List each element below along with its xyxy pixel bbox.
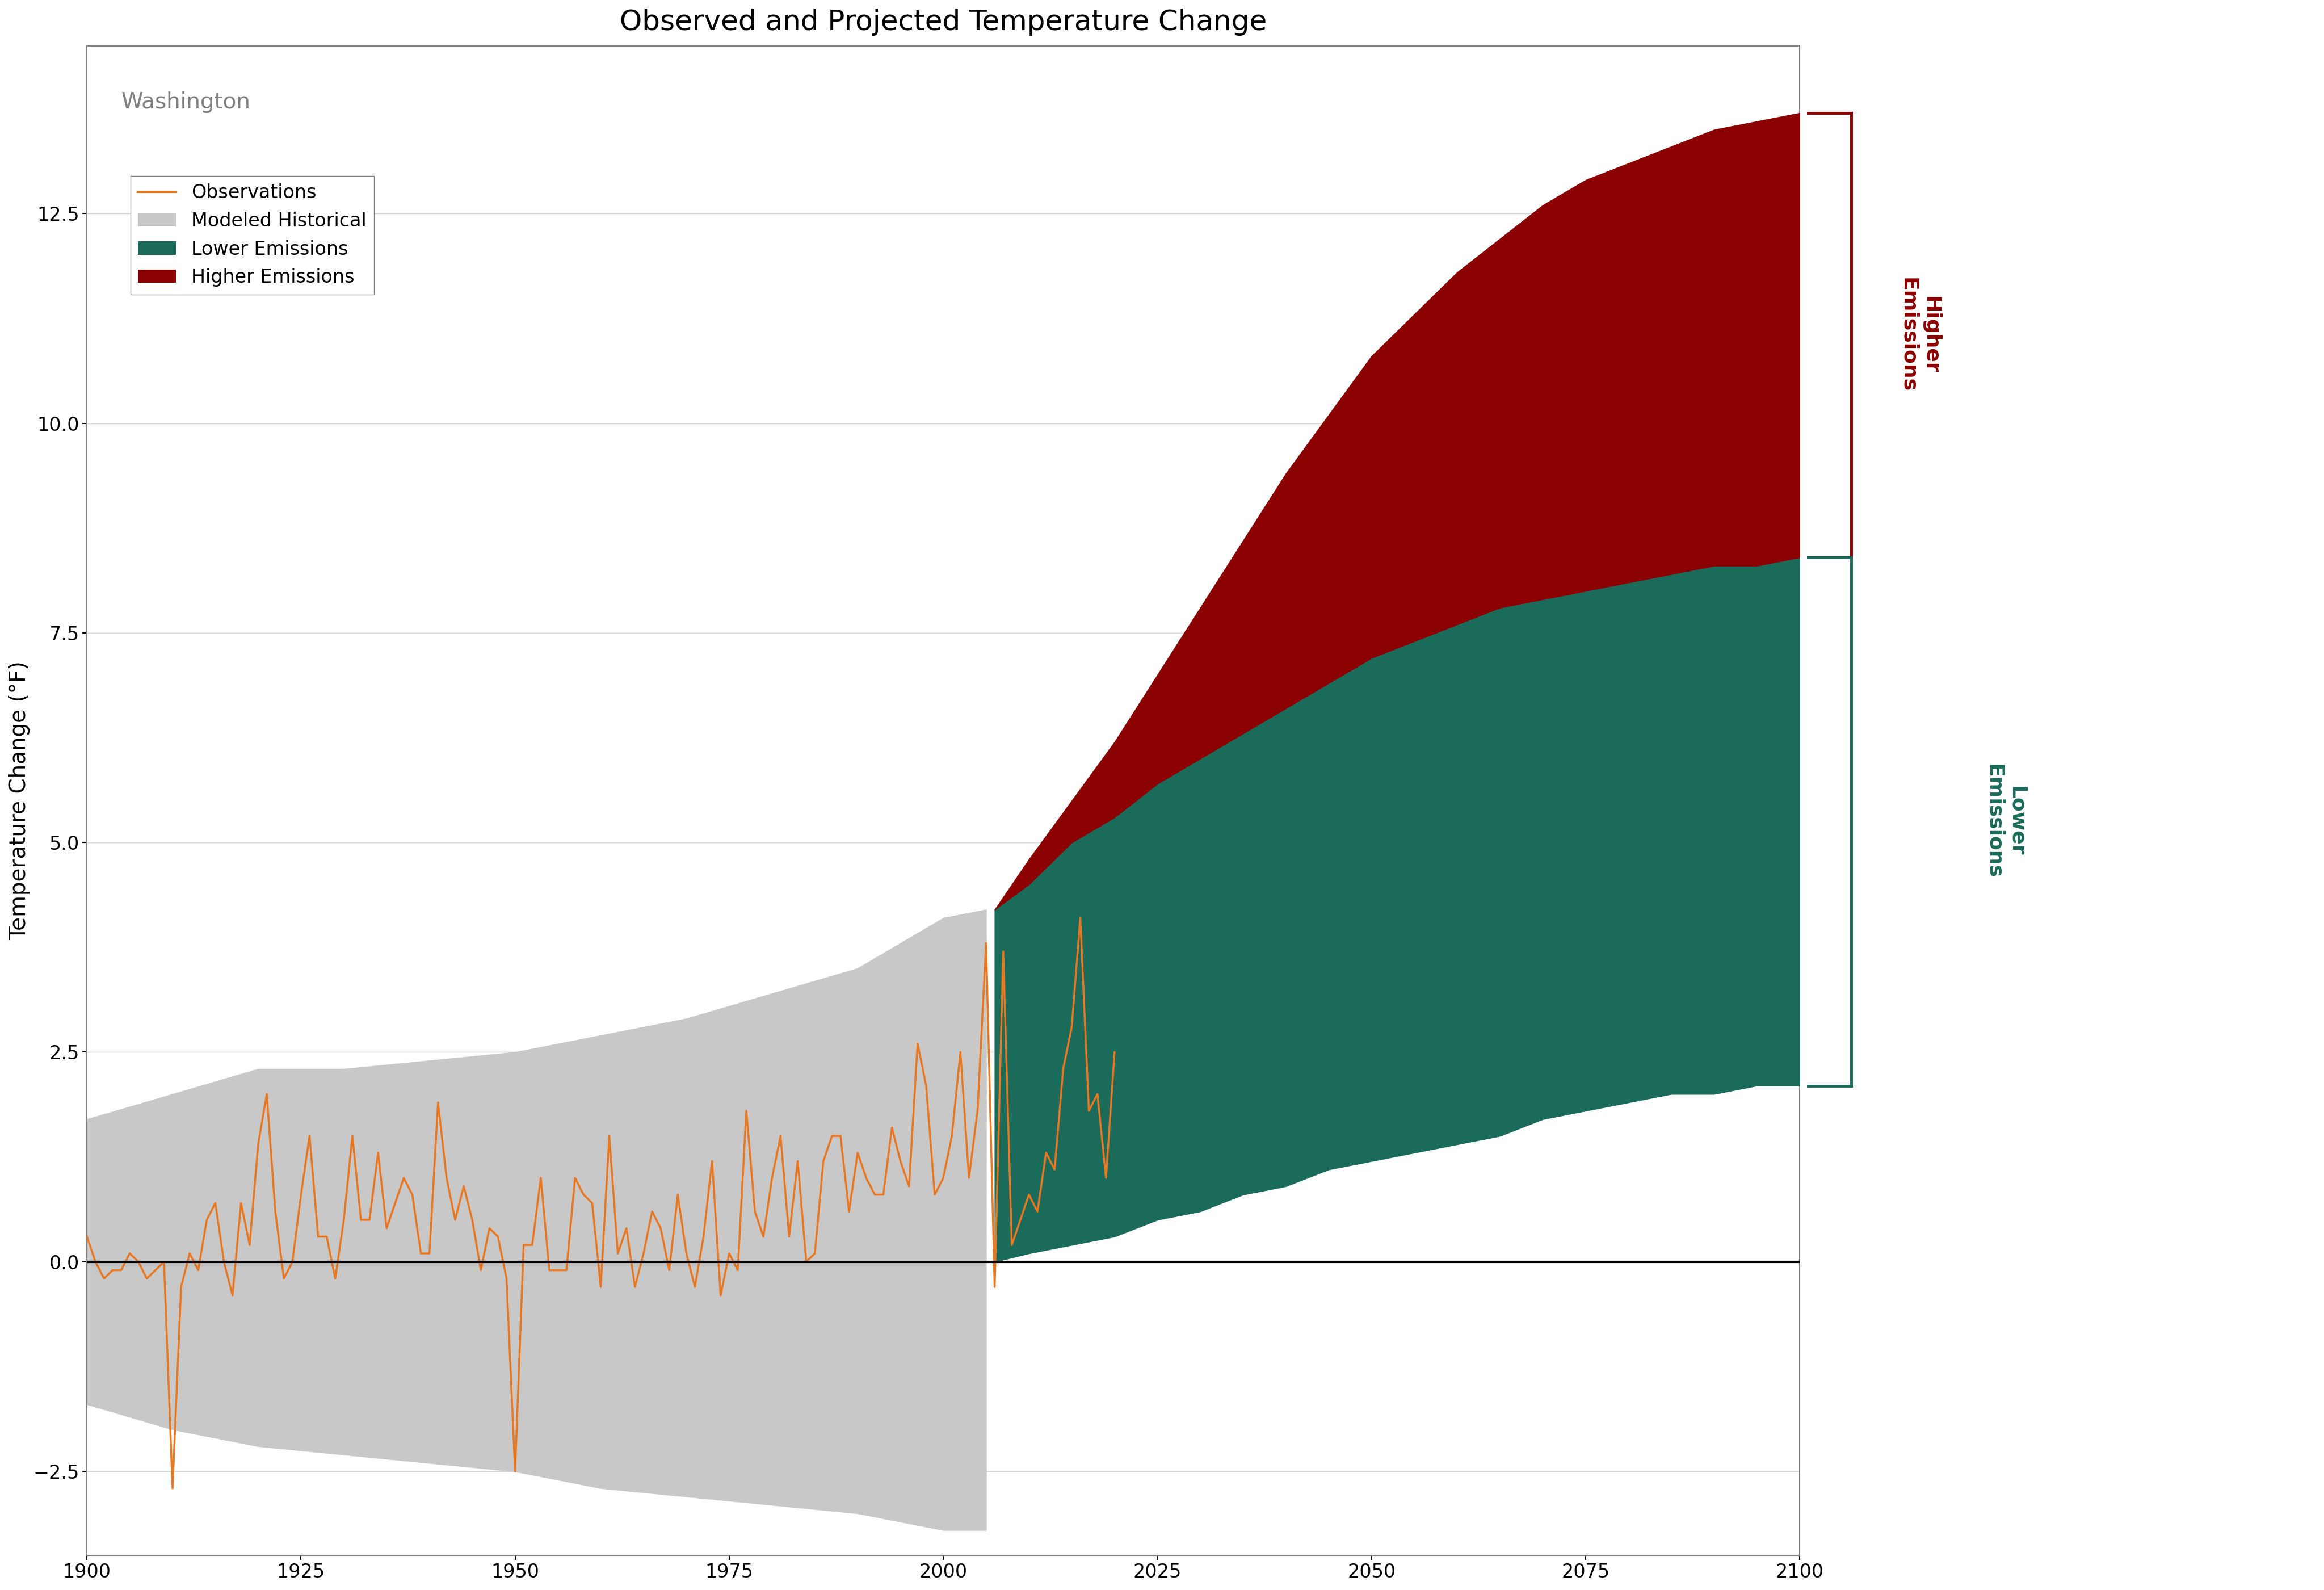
Y-axis label: Temperature Change (°F): Temperature Change (°F): [9, 661, 30, 940]
Text: Higher
Emissions: Higher Emissions: [1899, 278, 1941, 393]
Legend: Observations, Modeled Historical, Lower Emissions, Higher Emissions: Observations, Modeled Historical, Lower …: [130, 176, 374, 294]
Title: Observed and Projected Temperature Change: Observed and Projected Temperature Chang…: [621, 8, 1267, 35]
Text: Lower
Emissions: Lower Emissions: [1985, 765, 2027, 879]
Text: Washington: Washington: [121, 91, 251, 113]
